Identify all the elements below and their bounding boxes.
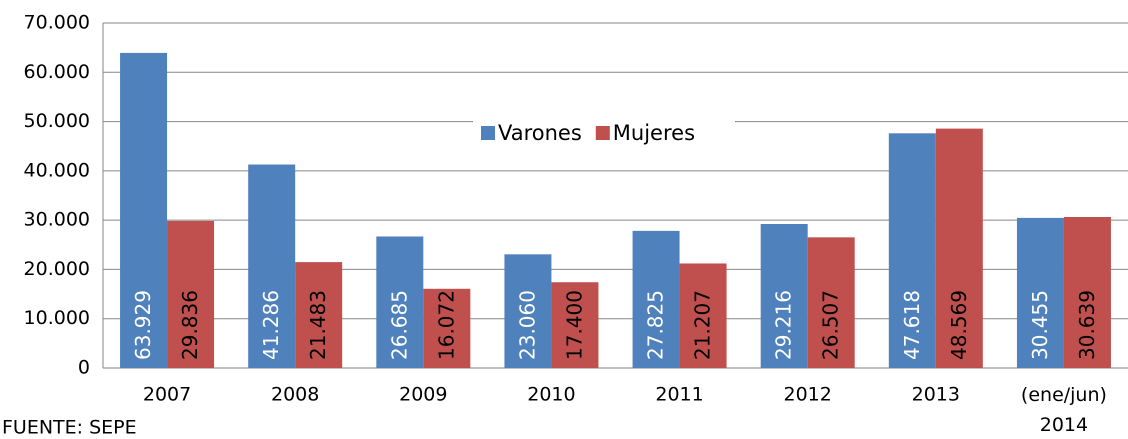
bar — [888, 133, 936, 368]
value-label: 27.825 — [644, 290, 668, 360]
x-tick-label: 2012 — [784, 384, 832, 406]
y-tick-label: 60.000 — [24, 61, 90, 83]
legend-swatch — [595, 126, 610, 140]
x-tick-label: 2013 — [912, 384, 960, 406]
x-tick-label: 2010 — [527, 384, 575, 406]
y-tick-label: 10.000 — [24, 307, 90, 329]
bar — [295, 262, 343, 368]
x-tick-label: 2011 — [655, 384, 703, 406]
legend-swatch — [481, 126, 495, 140]
bar — [679, 263, 727, 368]
y-tick-label: 50.000 — [24, 110, 90, 132]
value-label: 48.569 — [947, 290, 971, 360]
value-label: 17.400 — [562, 290, 586, 360]
legend-label: Varones — [498, 121, 582, 145]
value-label: 30.455 — [1028, 290, 1052, 360]
value-label: 41.286 — [259, 290, 283, 360]
bar — [1063, 216, 1111, 368]
value-label: 26.507 — [819, 290, 843, 360]
bar — [551, 282, 599, 368]
bar — [504, 254, 552, 368]
y-tick-label: 70.000 — [24, 12, 90, 34]
value-label: 29.216 — [772, 290, 796, 360]
bar — [423, 288, 471, 368]
bar — [376, 236, 424, 368]
value-label: 29.836 — [178, 290, 202, 360]
bar — [1016, 217, 1064, 368]
y-tick-label: 40.000 — [24, 159, 90, 181]
value-label: 30.639 — [1075, 290, 1099, 360]
value-label: 47.618 — [900, 290, 924, 360]
y-tick-label: 20.000 — [24, 258, 90, 280]
x-tick-label: (ene/jun) 2014 — [1021, 384, 1107, 436]
source: FUENTE: SEPE — [2, 417, 137, 439]
bar — [248, 164, 296, 368]
x-tick-label: 2009 — [399, 384, 447, 406]
y-tick-label: 30.000 — [24, 209, 90, 231]
bar — [120, 52, 168, 368]
value-label: 63.929 — [131, 290, 155, 360]
bar — [807, 237, 855, 368]
bar — [760, 224, 808, 368]
value-label: 21.483 — [306, 290, 330, 360]
bar — [167, 220, 215, 368]
value-label: 21.207 — [691, 290, 715, 360]
x-tick-label: 2007 — [143, 384, 191, 406]
y-tick-label: 0 — [78, 357, 90, 379]
legend-label: Mujeres — [613, 121, 695, 145]
bar — [935, 128, 983, 368]
value-label: 16.072 — [434, 290, 458, 360]
value-label: 26.685 — [387, 290, 411, 360]
bar — [632, 230, 680, 368]
value-label: 23.060 — [515, 290, 539, 360]
x-tick-label: 2008 — [271, 384, 319, 406]
